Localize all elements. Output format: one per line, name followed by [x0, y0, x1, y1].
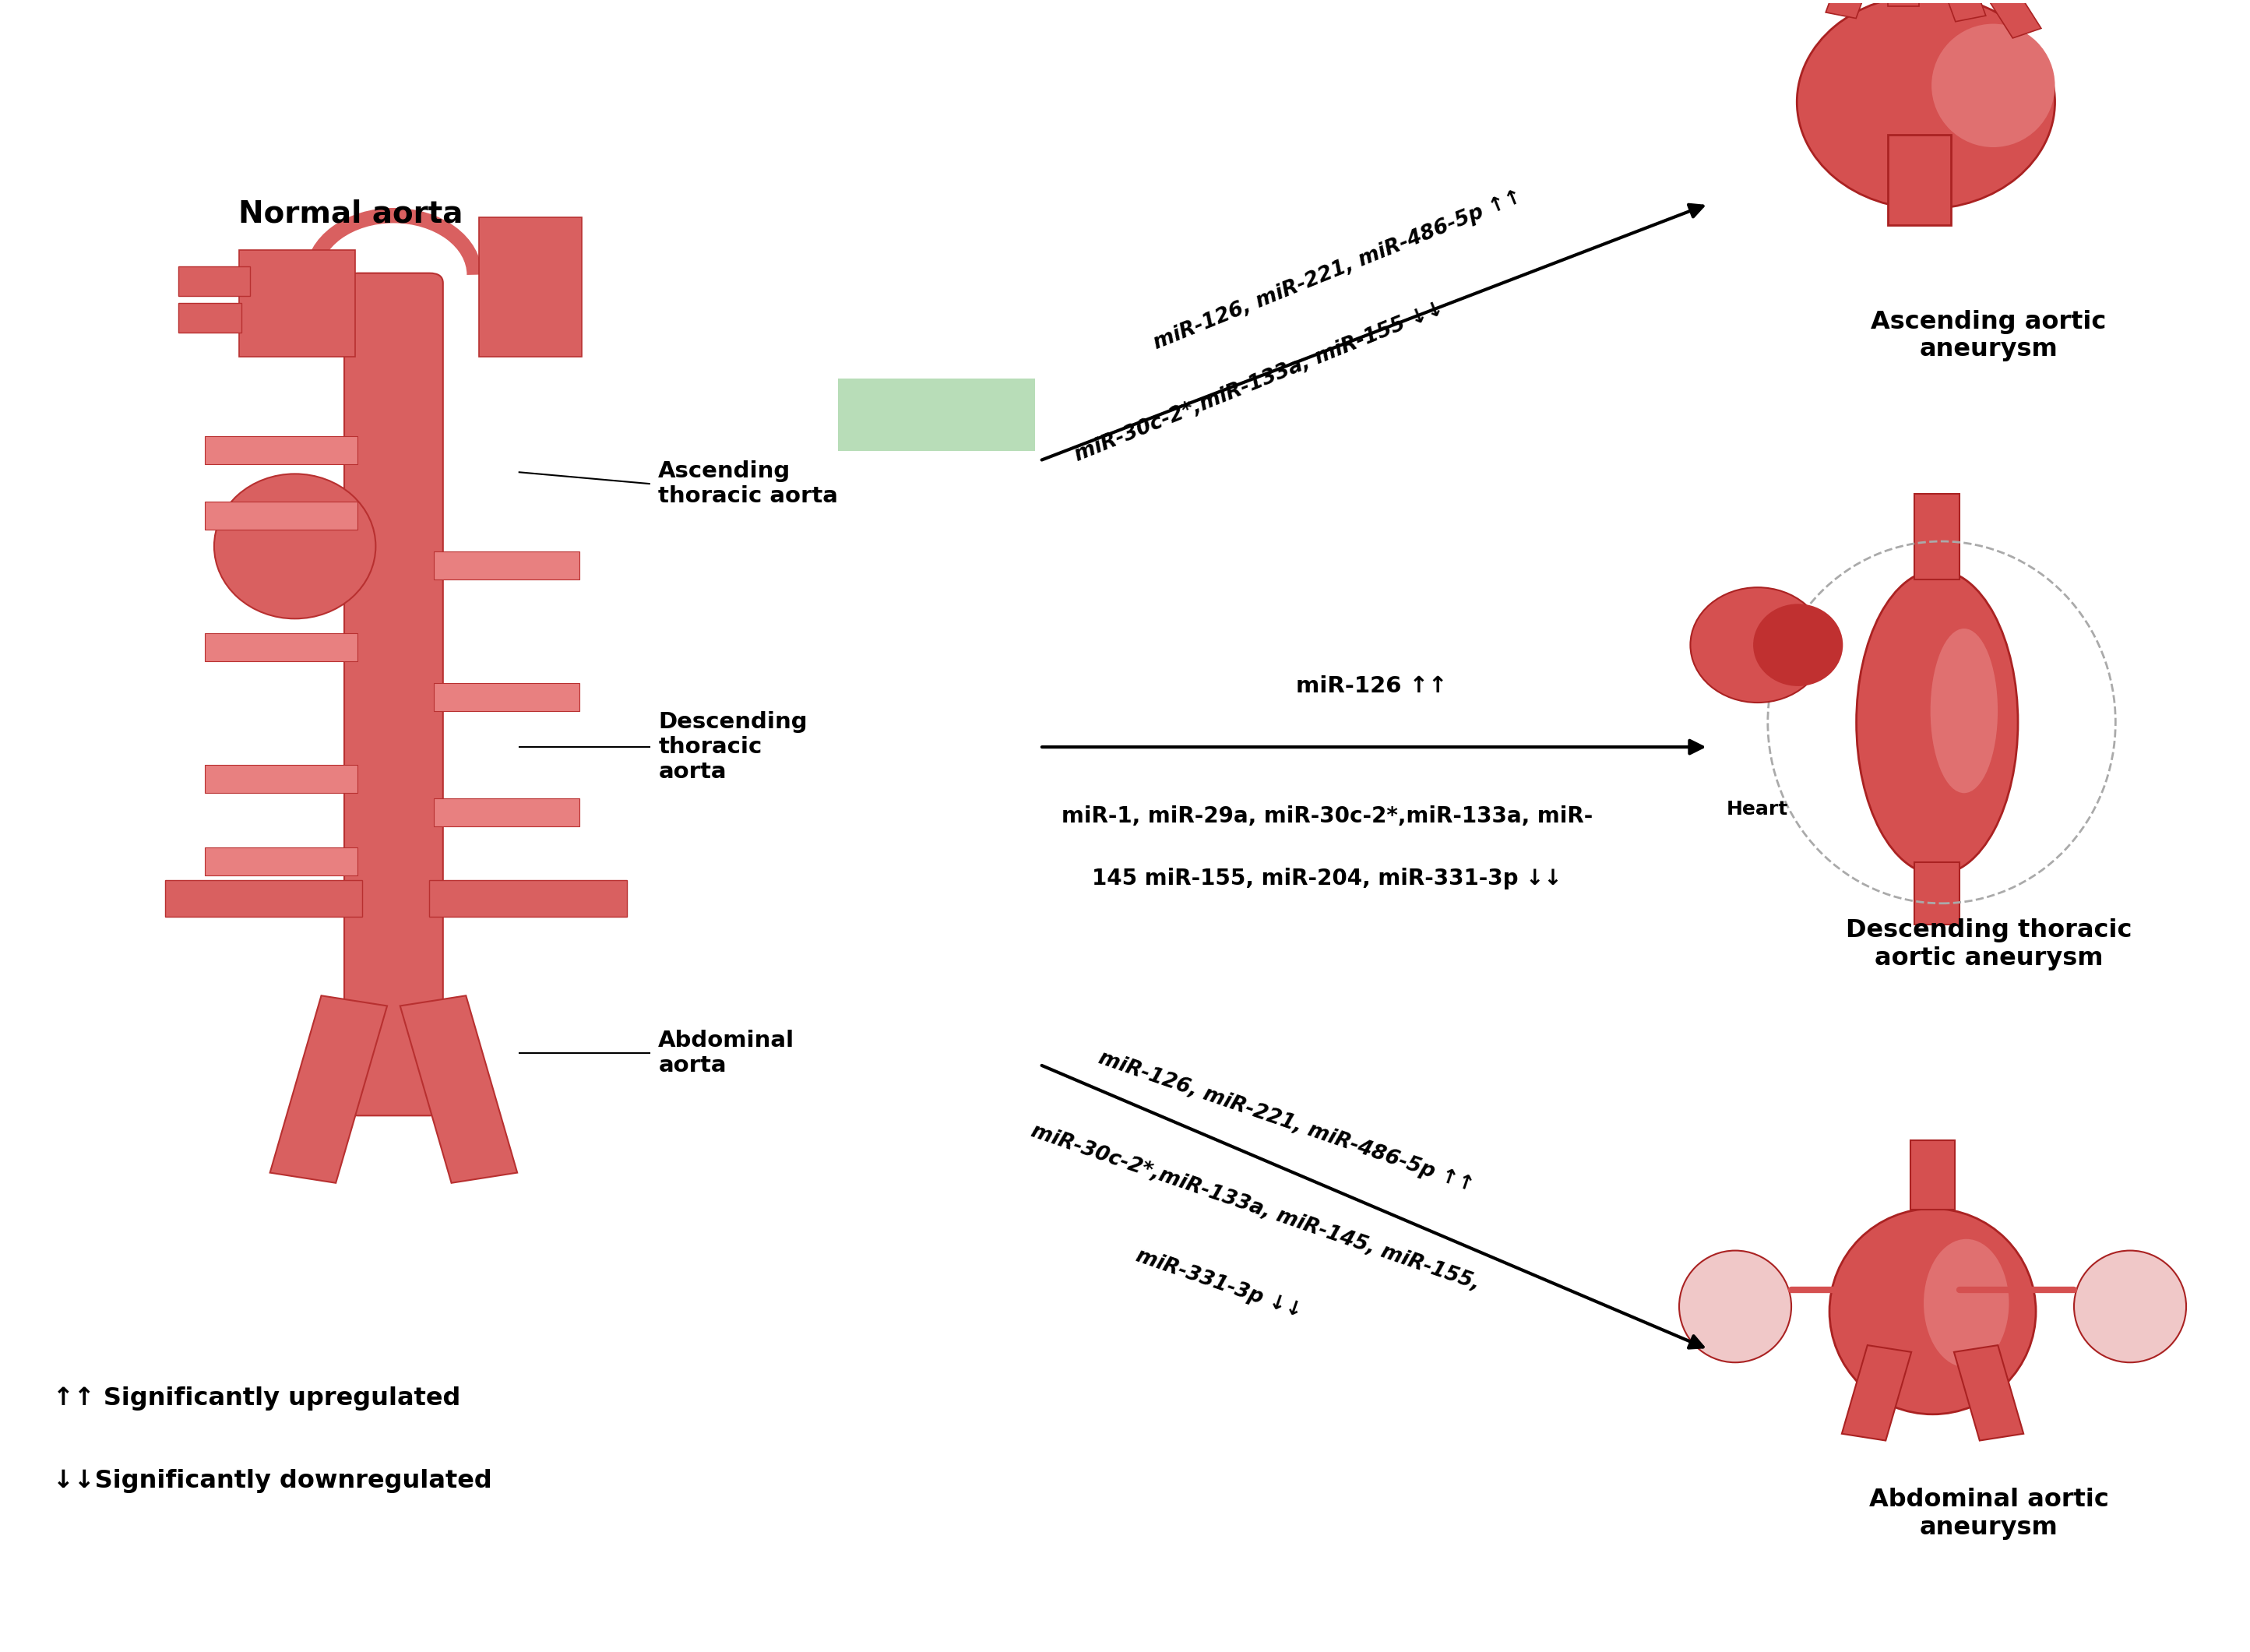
Polygon shape: [479, 216, 583, 357]
Text: Ascending aortic
aneurysm: Ascending aortic aneurysm: [1872, 309, 2106, 362]
Ellipse shape: [1753, 605, 1843, 686]
Polygon shape: [164, 881, 362, 917]
Polygon shape: [434, 552, 580, 580]
Text: 145 miR-155, miR-204, miR-331-3p ↓↓: 145 miR-155, miR-204, miR-331-3p ↓↓: [1091, 867, 1561, 889]
Polygon shape: [178, 302, 241, 332]
Polygon shape: [178, 266, 250, 296]
Text: miR-331-3p ↓↓: miR-331-3p ↓↓: [1134, 1246, 1305, 1322]
Text: miR-30c-2*,miR-133a, miR-155 ↓↓: miR-30c-2*,miR-133a, miR-155 ↓↓: [1071, 297, 1447, 466]
Polygon shape: [205, 436, 358, 464]
Text: miR-126, miR-221, miR-486-5p ↑↑: miR-126, miR-221, miR-486-5p ↑↑: [1150, 187, 1526, 354]
Polygon shape: [205, 633, 358, 661]
Polygon shape: [270, 996, 387, 1183]
Text: Heart: Heart: [1726, 800, 1789, 819]
Text: Ascending
thoracic aorta: Ascending thoracic aorta: [659, 461, 839, 507]
Polygon shape: [1888, 135, 1951, 225]
Polygon shape: [1978, 0, 2041, 38]
Text: miR-126 ↑↑: miR-126 ↑↑: [1296, 676, 1447, 697]
Polygon shape: [434, 682, 580, 710]
Text: Abdominal aortic
aneurysm: Abdominal aortic aneurysm: [1870, 1488, 2108, 1540]
Ellipse shape: [1690, 588, 1825, 702]
Text: Descending thoracic
aortic aneurysm: Descending thoracic aortic aneurysm: [1845, 919, 2131, 970]
Polygon shape: [205, 502, 358, 530]
Polygon shape: [1953, 1345, 2023, 1441]
Polygon shape: [1888, 0, 1919, 7]
Polygon shape: [238, 249, 356, 357]
Ellipse shape: [1930, 23, 2054, 147]
Polygon shape: [434, 798, 580, 826]
Polygon shape: [1915, 862, 1960, 925]
Polygon shape: [1915, 494, 1960, 580]
Text: ↓↓Significantly downregulated: ↓↓Significantly downregulated: [52, 1469, 493, 1493]
Ellipse shape: [1924, 1239, 2009, 1368]
Polygon shape: [1843, 1345, 1910, 1441]
Ellipse shape: [2074, 1251, 2187, 1363]
Text: miR-30c-2*,miR-133a, miR-145, miR-155,: miR-30c-2*,miR-133a, miR-145, miR-155,: [1028, 1122, 1483, 1295]
Text: Descending
thoracic
aorta: Descending thoracic aorta: [659, 710, 808, 783]
Text: Normal aorta: Normal aorta: [238, 200, 464, 228]
Polygon shape: [430, 881, 628, 917]
Ellipse shape: [1829, 1209, 2036, 1414]
Ellipse shape: [1678, 1251, 1791, 1363]
Text: miR-1, miR-29a, miR-30c-2*,miR-133a, miR-: miR-1, miR-29a, miR-30c-2*,miR-133a, miR…: [1062, 805, 1593, 828]
Text: Abdominal
aorta: Abdominal aorta: [659, 1029, 794, 1077]
Polygon shape: [1825, 0, 1879, 18]
Ellipse shape: [1930, 628, 1998, 793]
FancyBboxPatch shape: [344, 273, 443, 1115]
Polygon shape: [205, 765, 358, 793]
Ellipse shape: [214, 474, 376, 618]
Text: miR-126, miR-221, miR-486-5p ↑↑: miR-126, miR-221, miR-486-5p ↑↑: [1096, 1047, 1476, 1196]
Polygon shape: [1933, 0, 1987, 21]
Polygon shape: [205, 847, 358, 876]
Polygon shape: [400, 996, 518, 1183]
FancyBboxPatch shape: [837, 378, 1035, 451]
Polygon shape: [1910, 1140, 1955, 1209]
Ellipse shape: [1798, 0, 2054, 208]
Ellipse shape: [1856, 570, 2018, 874]
Text: ↑↑ Significantly upregulated: ↑↑ Significantly upregulated: [52, 1386, 461, 1411]
